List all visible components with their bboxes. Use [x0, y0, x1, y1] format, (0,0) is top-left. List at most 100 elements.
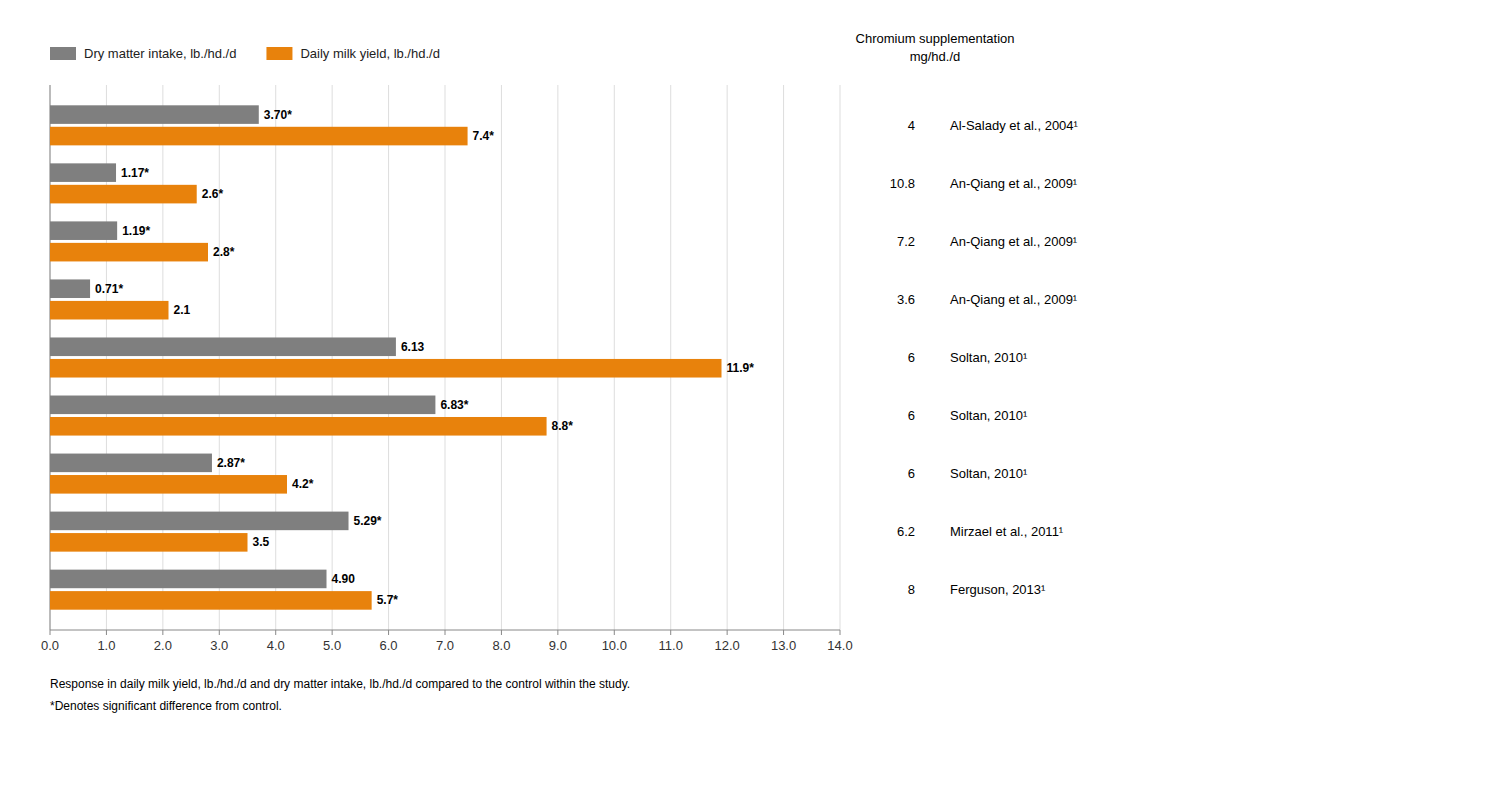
bar — [50, 512, 349, 531]
bar — [50, 359, 722, 378]
tick-label: 12.0 — [714, 638, 739, 653]
tick-label: 11.0 — [659, 638, 683, 653]
tick-label: 4.0 — [267, 638, 285, 653]
data-label: 2.87* — [217, 456, 245, 470]
bar — [50, 221, 117, 240]
tick-mark — [614, 630, 615, 635]
tick-label: 3.0 — [210, 638, 228, 653]
tick-mark — [557, 630, 558, 635]
data-label: 4.90 — [332, 572, 356, 586]
tick-mark — [727, 630, 728, 635]
cr-value: 6 — [908, 350, 915, 365]
bar — [50, 243, 208, 262]
grid-line — [501, 85, 502, 630]
tick-mark — [670, 630, 671, 635]
bar — [50, 570, 327, 589]
tick-label: 8.0 — [492, 638, 510, 653]
column-header: Chromium supplementation — [856, 31, 1015, 46]
tick-mark — [445, 630, 446, 635]
tick-mark — [275, 630, 276, 635]
tick-label: 5.0 — [323, 638, 341, 653]
bar — [50, 396, 435, 415]
grid-line — [557, 85, 558, 630]
tick-mark — [388, 630, 389, 635]
grid-line — [783, 85, 784, 630]
bar — [50, 185, 197, 204]
bar — [50, 301, 169, 320]
bar — [50, 533, 248, 552]
bars — [50, 105, 722, 609]
category-label: Mirzael et al., 2011¹ — [950, 524, 1064, 539]
bar — [50, 454, 212, 473]
tick-mark — [501, 630, 502, 635]
data-label: 6.83* — [440, 398, 468, 412]
data-label: 4.2* — [292, 477, 314, 491]
grid-line — [445, 85, 446, 630]
tick-label: 13.0 — [771, 638, 796, 653]
legend-swatch — [266, 47, 292, 60]
tick-mark — [332, 630, 333, 635]
cr-value: 6.2 — [897, 524, 915, 539]
legend-swatch — [50, 47, 76, 60]
tick-mark — [783, 630, 784, 635]
tick-mark — [840, 630, 841, 635]
data-label: 5.7* — [377, 593, 399, 607]
tick-label: 9.0 — [549, 638, 567, 653]
category-label: Soltan, 2010¹ — [950, 350, 1028, 365]
bar — [50, 417, 547, 436]
legend: Dry matter intake, lb./hd./d Daily milk y… — [50, 46, 440, 61]
grid-line — [275, 85, 276, 630]
bar — [50, 337, 396, 356]
category-label: Ferguson, 2013¹ — [950, 582, 1046, 597]
x-axis — [50, 630, 840, 631]
bar — [50, 475, 287, 494]
category-label: An-Qiang et al., 2009¹ — [950, 176, 1078, 191]
grid-line — [614, 85, 615, 630]
data-label: 3.70* — [264, 108, 292, 122]
data-label: 3.5 — [253, 535, 270, 549]
tick-mark — [106, 630, 107, 635]
tick-label: 1.0 — [97, 638, 115, 653]
data-label: 0.71* — [95, 282, 123, 296]
data-label: 6.13 — [401, 340, 425, 354]
grid-line — [332, 85, 333, 630]
category-label: An-Qiang et al., 2009¹ — [950, 292, 1078, 307]
data-label: 1.17* — [121, 166, 149, 180]
cr-value: 10.8 — [890, 176, 915, 191]
category-label: Al-Salady et al., 2004¹ — [950, 118, 1079, 133]
data-label: 7.4* — [473, 129, 495, 143]
data-label: 2.1 — [174, 303, 191, 317]
cr-value: 4 — [908, 118, 915, 133]
grid-line — [388, 85, 389, 630]
bar — [50, 163, 116, 182]
tick-mark — [219, 630, 220, 635]
legend-entry: Dry matter intake, lb./hd./d — [84, 46, 236, 61]
tick-label: 2.0 — [154, 638, 172, 653]
cr-value: 7.2 — [897, 234, 915, 249]
bar — [50, 127, 468, 146]
data-label: 2.8* — [213, 245, 235, 259]
tick-label: 7.0 — [436, 638, 454, 653]
footnote: Response in daily milk yield, lb./hd./d … — [50, 677, 630, 691]
bar — [50, 279, 90, 298]
data-label: 5.29* — [354, 514, 382, 528]
legend-entry: Daily milk yield, lb./hd./d — [300, 46, 439, 61]
data-labels: 3.70*1.17*1.19*0.71*6.136.83*2.87*5.29*4… — [95, 108, 754, 608]
cr-value: 6 — [908, 408, 915, 423]
grid-line — [840, 85, 841, 630]
grid-line — [670, 85, 671, 630]
category-label: Soltan, 2010¹ — [950, 408, 1028, 423]
category-label: Soltan, 2010¹ — [950, 466, 1028, 481]
tick-label: 0.0 — [41, 638, 59, 653]
grid-line — [727, 85, 728, 630]
tick-label: 14.0 — [827, 638, 852, 653]
cr-value: 3.6 — [897, 292, 915, 307]
bar — [50, 105, 259, 124]
cr-value: 6 — [908, 466, 915, 481]
grid — [50, 85, 840, 630]
data-label: 2.6* — [202, 187, 224, 201]
tick-label: 6.0 — [380, 638, 398, 653]
column-header: mg/hd./d — [910, 49, 961, 64]
data-label: 11.9* — [727, 361, 755, 375]
bar — [50, 591, 372, 610]
